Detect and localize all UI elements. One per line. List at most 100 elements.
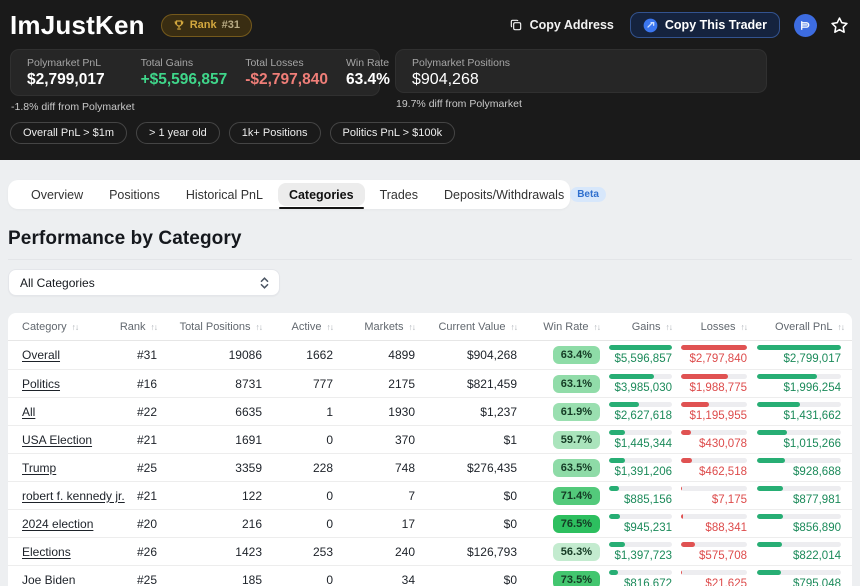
gains-bar-track [609, 485, 672, 491]
chip-account-age[interactable]: > 1 year old [136, 122, 220, 144]
total-positions-cell: 122 [241, 488, 262, 503]
gains-bar [609, 429, 626, 435]
sort-icon[interactable]: ↑↓ [740, 321, 748, 332]
trader-name: ImJustKen [10, 9, 145, 40]
current-value-cell: $1 [503, 432, 517, 447]
gains-bar [609, 541, 625, 547]
gains-cell: $3,985,030 [600, 373, 672, 394]
category-select[interactable]: All Categories [8, 269, 280, 296]
overall-pnl-value: $877,981 [793, 493, 841, 506]
col-total-positions: Total Positions ↑↓ [179, 320, 263, 333]
table-row: Elections #26 1423 253 240 $126,793 56.3… [8, 537, 852, 565]
total-positions-cell: 185 [241, 572, 262, 586]
sort-icon[interactable]: ↑↓ [150, 321, 158, 332]
sort-icon[interactable]: ↑↓ [837, 321, 845, 332]
sort-icon[interactable]: ↑↓ [510, 321, 518, 332]
win-rate-badge: 61.9% [552, 402, 600, 421]
total-positions-cell: 1691 [235, 432, 262, 447]
sort-icon[interactable]: ↑↓ [408, 321, 416, 332]
active-cell: 1 [326, 404, 333, 419]
copy-this-trader-button[interactable]: Copy This Trader [629, 12, 780, 38]
col-win-rate: Win Rate ↑↓ [543, 320, 601, 333]
gains-bar-track [609, 569, 672, 575]
markets-cell: 7 [408, 488, 415, 503]
category-link[interactable]: Overall [22, 348, 61, 362]
sort-icon[interactable]: ↑↓ [326, 321, 334, 332]
chip-politics-pnl[interactable]: Politics PnL > $100k [329, 122, 456, 144]
category-link[interactable]: All [22, 404, 36, 419]
sort-icon[interactable]: ↑↓ [665, 321, 673, 332]
current-value-cell: $276,435 [466, 460, 517, 475]
category-link[interactable]: Politics [22, 376, 61, 391]
gains-bar [609, 485, 619, 491]
positions-stats-group: Polymarket Positions $904,268 19.7% diff… [395, 49, 767, 110]
gains-bar-track [609, 401, 672, 407]
overall-pnl-cell: $928,688 [747, 457, 844, 478]
total-positions-cell: 3359 [235, 460, 262, 475]
rank-cell: #31 [136, 348, 157, 362]
chip-overall-pnl[interactable]: Overall PnL > $1m [10, 122, 127, 144]
tab-deposits-withdrawals[interactable]: Deposits/Withdrawals Beta [431, 180, 619, 209]
gains-value: $1,391,206 [614, 465, 672, 478]
tab-overview[interactable]: Overview [31, 187, 84, 202]
losses-bar-track [681, 429, 747, 435]
table-row: Joe Biden #25 185 0 34 $0 73.5% $816,672… [8, 565, 852, 586]
losses-bar-track [681, 457, 747, 463]
losses-cell: $1,195,955 [672, 401, 747, 422]
beta-badge: Beta [570, 187, 606, 202]
category-cell: Politics [16, 377, 108, 391]
gains-value: $1,445,344 [614, 437, 672, 450]
sort-icon[interactable]: ↑↓ [255, 321, 263, 332]
portfolio-app-icon[interactable] [794, 13, 817, 37]
overall-pnl-cell: $877,981 [747, 485, 844, 506]
category-link[interactable]: robert f. kennedy jr. [22, 488, 125, 503]
overall-pnl-cell: $1,431,662 [747, 401, 844, 422]
markets-cell: 4899 [388, 348, 415, 362]
total-positions-cell: 216 [241, 516, 262, 531]
current-value-cell: $126,793 [466, 544, 517, 559]
stat-value: +$5,596,857 [140, 70, 228, 88]
win-rate-cell: 59.7% [517, 430, 600, 449]
category-link[interactable]: Trump [22, 460, 57, 475]
gains-bar-track [609, 429, 672, 435]
overall-pnl-cell: $856,890 [747, 513, 844, 534]
copy-address-button[interactable]: Copy Address [509, 18, 614, 32]
markets-cell: 240 [394, 544, 415, 559]
losses-value: $575,708 [699, 549, 747, 562]
losses-bar [681, 345, 747, 350]
header-top-row: ImJustKen Rank #31 Copy Address [10, 8, 850, 42]
chip-positions-count[interactable]: 1k+ Positions [228, 122, 321, 144]
rank-cell: #25 [136, 572, 157, 586]
col-category: Category ↑↓ [22, 320, 79, 333]
markets-cell: 17 [401, 516, 415, 531]
sort-icon[interactable]: ↑↓ [71, 321, 79, 332]
markets-cell: 1930 [388, 404, 415, 419]
category-link[interactable]: 2024 election [22, 516, 94, 531]
gains-cell: $1,445,344 [600, 429, 672, 450]
chevron-up-down-icon [259, 276, 270, 290]
rank-badge: Rank #31 [160, 13, 252, 37]
losses-bar [681, 485, 682, 491]
tab-categories[interactable]: Categories [276, 180, 367, 209]
total-positions-cell: 1423 [235, 544, 262, 559]
total-positions-cell: 19086 [228, 348, 262, 362]
category-cell: Trump [16, 461, 108, 475]
favorite-star-icon[interactable] [829, 15, 850, 36]
losses-bar-track [681, 541, 747, 547]
overall-pnl-value: $856,890 [793, 521, 841, 534]
category-link[interactable]: USA Election [22, 432, 93, 447]
category-link[interactable]: Joe Biden [22, 572, 76, 586]
category-link[interactable]: Elections [22, 544, 71, 559]
pnl-bar [757, 429, 788, 435]
col-gains: Gains ↑↓ [631, 320, 673, 333]
losses-bar [681, 513, 684, 519]
tab-trades[interactable]: Trades [379, 187, 419, 202]
win-rate-badge: 63.1% [552, 374, 600, 393]
tab-historical-pnl[interactable]: Historical PnL [185, 187, 263, 202]
current-value-cell: $0 [503, 488, 517, 503]
pnl-bar-track [757, 569, 841, 575]
col-active: Active ↑↓ [291, 320, 334, 333]
sort-icon[interactable]: ↑↓ [593, 321, 601, 332]
tab-positions[interactable]: Positions [109, 187, 160, 202]
stat-win-rate: Win Rate 63.4% [346, 57, 390, 89]
